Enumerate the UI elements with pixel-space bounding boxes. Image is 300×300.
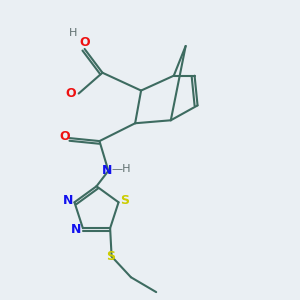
Text: S: S <box>106 250 115 263</box>
Text: N: N <box>102 164 112 177</box>
Text: O: O <box>79 36 90 49</box>
Text: S: S <box>121 194 130 207</box>
Text: —H: —H <box>111 164 130 174</box>
Text: O: O <box>65 87 76 100</box>
Text: N: N <box>63 194 73 207</box>
Text: H: H <box>69 28 77 38</box>
Text: O: O <box>59 130 70 143</box>
Text: N: N <box>71 223 82 236</box>
